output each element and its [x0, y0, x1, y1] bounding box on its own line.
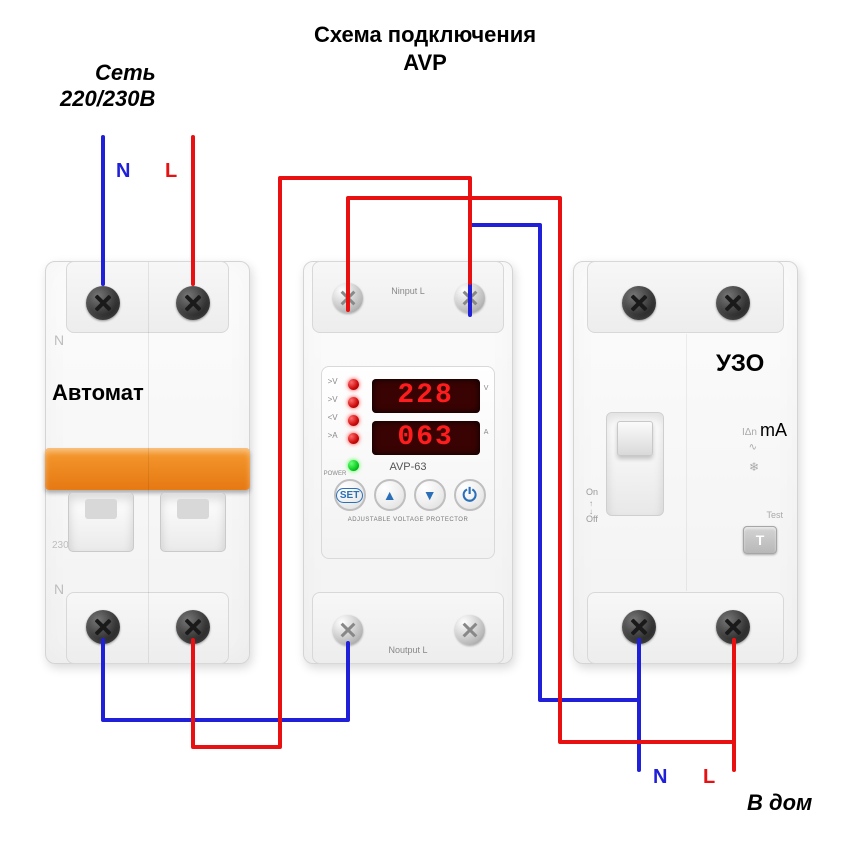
avp-device: Ninput L Noutput L 228 063 V A >V >V <V …	[303, 261, 513, 664]
uzo-idn: IΔn	[742, 427, 757, 438]
uzo-term-bot-n[interactable]	[622, 610, 656, 644]
output-n-tag: N	[653, 766, 667, 789]
diagram-title-2: AVP	[403, 50, 447, 76]
breaker-term-bot-n[interactable]	[86, 610, 120, 644]
uzo-lever[interactable]	[606, 412, 664, 516]
avp-model: AVP-63	[322, 461, 495, 473]
breaker-term-top-l[interactable]	[176, 286, 210, 320]
avp-front-panel: 228 063 V A >V >V <V >A POWER AVP-63 SET…	[321, 366, 496, 559]
avp-btn-set[interactable]: SET	[334, 479, 366, 511]
avp-screw-top-n[interactable]	[333, 283, 363, 313]
uzo-label: УЗО	[716, 350, 764, 378]
mains-label-1: Сеть	[95, 60, 156, 86]
avp-display-current: 063	[372, 421, 480, 455]
avp-screw-bot-n[interactable]	[333, 615, 363, 645]
avp-subtitle: ADJUSTABLE VOLTAGE PROTECTOR	[322, 517, 495, 523]
avp-btn-down[interactable]: ▼	[414, 479, 446, 511]
avp-led-2	[348, 397, 359, 408]
avp-screw-bot-l[interactable]	[455, 615, 485, 645]
breaker-toggle-1[interactable]	[68, 492, 134, 552]
breaker-device: N N 230В	[45, 261, 250, 664]
avp-btn-up[interactable]: ▲	[374, 479, 406, 511]
breaker-n-bot: N	[54, 581, 64, 597]
uzo-on: On	[586, 487, 598, 497]
mains-n-tag: N	[116, 160, 130, 183]
output-label: В дом	[747, 790, 812, 816]
avp-display-voltage: 228	[372, 379, 480, 413]
uzo-test-button[interactable]: T	[743, 526, 777, 554]
uzo-term-top-l[interactable]	[716, 286, 750, 320]
mains-l-tag: L	[165, 160, 177, 183]
avp-led-3	[348, 415, 359, 426]
uzo-device: On Off ↑ ↓ IΔn ∿ ❄ Test T	[573, 261, 798, 664]
breaker-term-bot-l[interactable]	[176, 610, 210, 644]
avp-bot-port: Noutput L	[388, 645, 427, 655]
mains-label-2: 220/230В	[60, 86, 155, 112]
breaker-term-top-n[interactable]	[86, 286, 120, 320]
avp-led-1	[348, 379, 359, 390]
uzo-test-label: Test	[766, 510, 783, 520]
output-l-tag: L	[703, 766, 715, 789]
breaker-toggle-2[interactable]	[160, 492, 226, 552]
avp-btn-power[interactable]: ⏻	[454, 479, 486, 511]
avp-screw-top-l[interactable]	[455, 283, 485, 313]
uzo-term-bot-l[interactable]	[716, 610, 750, 644]
avp-led-4	[348, 433, 359, 444]
avp-top-port: Ninput L	[391, 286, 425, 296]
breaker-n-top: N	[54, 332, 64, 348]
breaker-label: Автомат	[52, 380, 144, 406]
diagram-title-1: Схема подключения	[314, 22, 536, 48]
uzo-term-top-n[interactable]	[622, 286, 656, 320]
uzo-ma: mA	[760, 420, 787, 441]
